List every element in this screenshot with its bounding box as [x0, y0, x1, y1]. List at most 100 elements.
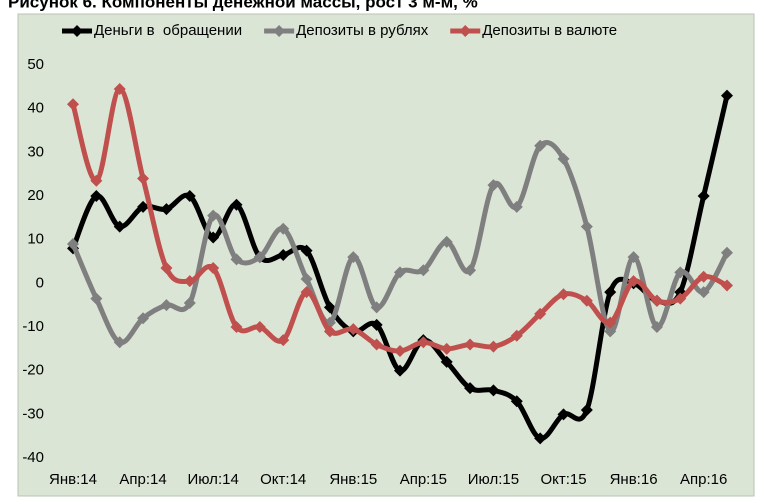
point-marker: [113, 83, 126, 96]
y-tick-label: -40: [22, 449, 44, 466]
y-tick-label: 10: [27, 231, 44, 248]
x-tick-label: Янв:16: [610, 471, 658, 488]
point-marker: [510, 329, 523, 342]
point-marker: [67, 98, 79, 111]
point-marker: [487, 179, 500, 192]
point-marker: [464, 382, 477, 395]
legend-marker: [273, 25, 286, 37]
point-marker: [580, 403, 593, 416]
point-marker: [697, 270, 710, 283]
y-tick-label: 0: [36, 274, 44, 291]
point-marker: [113, 336, 126, 349]
y-tick-label: 30: [27, 143, 44, 160]
point-marker: [323, 325, 336, 338]
y-tick-label: -10: [22, 318, 44, 335]
point-marker: [510, 200, 523, 213]
point-marker: [183, 190, 196, 202]
y-tick-label: 40: [27, 100, 44, 117]
point-marker: [557, 152, 570, 165]
point-marker: [277, 334, 290, 347]
legend-label: Деньги в обращении: [94, 22, 242, 39]
point-marker: [440, 235, 453, 248]
x-tick-label: Янв:14: [49, 471, 97, 488]
x-tick-label: Окт:15: [540, 471, 586, 488]
point-marker: [394, 266, 406, 279]
chart-title: Рисунок 6. Компоненты денежной массы, ро…: [8, 0, 478, 11]
point-marker: [90, 190, 103, 202]
point-marker: [160, 299, 173, 312]
point-marker: [394, 345, 406, 358]
point-marker: [464, 264, 477, 277]
point-marker: [487, 340, 500, 353]
legend-label: Депозиты в валюте: [482, 22, 617, 39]
legend-marker: [71, 25, 83, 37]
point-marker: [183, 296, 196, 309]
point-marker: [487, 384, 500, 397]
point-marker: [674, 292, 687, 305]
legend-label: Депозиты в рублях: [296, 22, 429, 39]
point-marker: [253, 251, 266, 264]
point-marker: [580, 294, 593, 307]
y-tick-label: -30: [22, 405, 44, 422]
point-marker: [370, 338, 383, 351]
point-marker: [627, 251, 640, 264]
point-marker: [394, 364, 406, 377]
point-marker: [557, 288, 570, 301]
point-marker: [137, 312, 150, 325]
point-marker: [207, 262, 220, 275]
point-marker: [300, 272, 313, 285]
point-marker: [440, 342, 453, 355]
legend-marker: [459, 25, 472, 37]
y-tick-label: 50: [27, 56, 44, 73]
y-tick-label: -20: [22, 362, 44, 379]
point-marker: [207, 231, 220, 244]
point-marker: [277, 222, 290, 235]
x-tick-label: Июл:15: [468, 471, 519, 488]
point-marker: [534, 307, 547, 320]
point-marker: [417, 264, 430, 277]
point-marker: [604, 286, 617, 299]
point-marker: [464, 338, 477, 351]
point-marker: [604, 316, 617, 329]
point-marker: [207, 209, 220, 222]
point-marker: [370, 318, 383, 331]
point-marker: [721, 89, 733, 102]
point-marker: [534, 139, 547, 152]
point-marker: [650, 294, 663, 307]
point-marker: [721, 279, 733, 292]
point-marker: [300, 286, 313, 299]
point-marker: [137, 172, 150, 185]
x-tick-label: Янв:15: [329, 471, 377, 488]
point-marker: [627, 275, 640, 288]
point-marker: [604, 325, 617, 338]
point-marker: [510, 395, 523, 408]
point-marker: [230, 321, 243, 333]
point-marker: [183, 275, 196, 288]
x-tick-label: Июл:14: [187, 471, 238, 488]
point-marker: [67, 238, 79, 251]
point-marker: [697, 286, 710, 299]
point-marker: [277, 248, 290, 261]
point-marker: [230, 253, 243, 266]
x-tick-label: Апр:15: [400, 471, 447, 488]
point-marker: [697, 190, 710, 202]
point-marker: [300, 244, 313, 257]
point-marker: [557, 408, 570, 421]
point-marker: [160, 203, 173, 216]
point-marker: [230, 198, 243, 211]
point-marker: [347, 251, 360, 264]
point-marker: [580, 220, 593, 233]
point-marker: [90, 174, 103, 187]
point-marker: [370, 301, 383, 314]
point-marker: [721, 246, 733, 259]
chart-area: [17, 13, 755, 497]
x-tick-label: Апр:14: [119, 471, 166, 488]
point-marker: [534, 432, 547, 445]
point-marker: [113, 220, 126, 233]
point-marker: [137, 200, 150, 213]
x-tick-label: Окт:14: [260, 471, 306, 488]
point-marker: [650, 321, 663, 333]
point-marker: [347, 323, 360, 336]
point-marker: [674, 266, 687, 279]
